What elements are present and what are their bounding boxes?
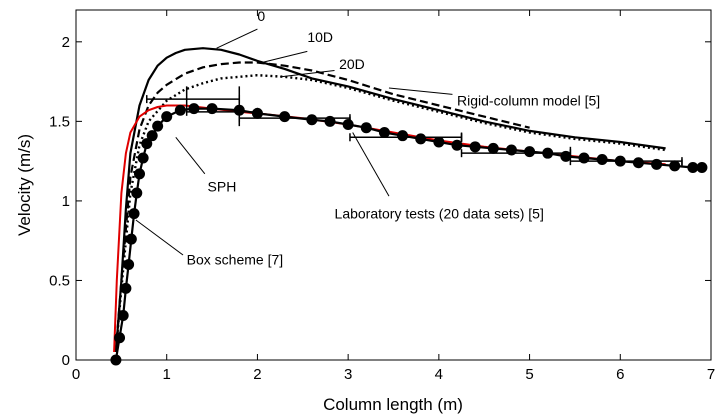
- annotation-label: SPH: [208, 178, 237, 194]
- box-scheme-marker: [687, 162, 699, 173]
- box-scheme-marker: [306, 114, 318, 126]
- box-scheme-marker: [469, 141, 481, 153]
- annotation-label: Box scheme [7]: [187, 252, 284, 268]
- x-tick-label: 4: [435, 366, 443, 383]
- x-axis-label: Column length (m): [323, 395, 463, 414]
- box-scheme-marker: [669, 160, 681, 172]
- x-tick-label: 7: [707, 366, 715, 383]
- box-scheme-marker: [137, 152, 149, 164]
- annotation-leader: [280, 69, 335, 78]
- box-scheme-marker: [487, 142, 499, 154]
- box-scheme-marker: [161, 111, 173, 123]
- y-tick-label: 1.5: [49, 113, 70, 130]
- y-axis-label: Velocity (m/s): [15, 134, 34, 236]
- annotation-label: Laboratory tests (20 data sets) [5]: [335, 205, 544, 221]
- box-scheme-marker: [146, 130, 158, 142]
- series-line-3: [113, 104, 666, 353]
- box-scheme-marker: [131, 187, 143, 199]
- box-scheme-marker: [524, 146, 536, 158]
- y-tick-label: 1: [62, 193, 70, 210]
- lab-error-bar: [238, 114, 351, 130]
- annotation-leader: [216, 28, 258, 49]
- box-scheme-marker: [141, 138, 153, 150]
- y-tick-label: 0.5: [49, 272, 70, 289]
- x-tick-label: 3: [344, 366, 352, 383]
- y-tick-label: 0: [62, 352, 70, 369]
- box-scheme-marker: [123, 259, 135, 271]
- box-scheme-marker: [451, 139, 463, 151]
- box-scheme-marker: [128, 208, 140, 220]
- box-scheme-marker: [596, 154, 608, 166]
- box-scheme-marker: [378, 127, 390, 138]
- box-scheme-marker: [117, 309, 129, 321]
- annotation-leader: [175, 136, 206, 175]
- x-tick-label: 6: [616, 366, 624, 383]
- plot-frame: [75, 9, 712, 361]
- x-tick-label: 5: [525, 366, 533, 383]
- annotation-leader: [261, 50, 308, 63]
- annotation-leader: [135, 219, 184, 256]
- lab-error-bar: [569, 157, 683, 168]
- box-scheme-marker: [415, 133, 427, 145]
- series-line-1: [114, 61, 530, 353]
- box-scheme-marker: [174, 104, 186, 116]
- series-line-4: [114, 107, 702, 361]
- box-scheme-marker: [152, 120, 164, 132]
- box-scheme-marker: [342, 119, 354, 131]
- box-scheme-marker: [696, 162, 708, 173]
- box-scheme-marker: [120, 282, 132, 294]
- box-scheme-marker: [114, 332, 126, 344]
- annotation-leader: [388, 87, 453, 95]
- annotation-label: 20D: [339, 56, 365, 72]
- box-scheme-marker: [360, 122, 372, 134]
- box-scheme-marker: [134, 168, 145, 180]
- box-scheme-marker: [279, 111, 291, 123]
- x-tick-label: 0: [72, 366, 80, 383]
- box-scheme-marker: [110, 354, 122, 366]
- box-scheme-marker: [632, 157, 644, 169]
- lab-error-bar: [460, 146, 572, 158]
- x-tick-label: 2: [253, 366, 261, 383]
- series-line-0: [114, 47, 666, 353]
- box-scheme-marker: [433, 136, 445, 148]
- annotation-label: 0: [257, 8, 265, 24]
- y-tick-label: 2: [62, 34, 70, 51]
- box-scheme-marker: [125, 233, 137, 245]
- annotation-label: Rigid-column model [5]: [457, 92, 600, 108]
- box-scheme-marker: [397, 130, 409, 142]
- x-tick-label: 1: [163, 366, 171, 383]
- annotation-leader: [352, 132, 390, 197]
- series-line-2: [114, 74, 666, 353]
- annotation-label: 10D: [307, 29, 333, 45]
- lab-error-bar: [349, 132, 463, 143]
